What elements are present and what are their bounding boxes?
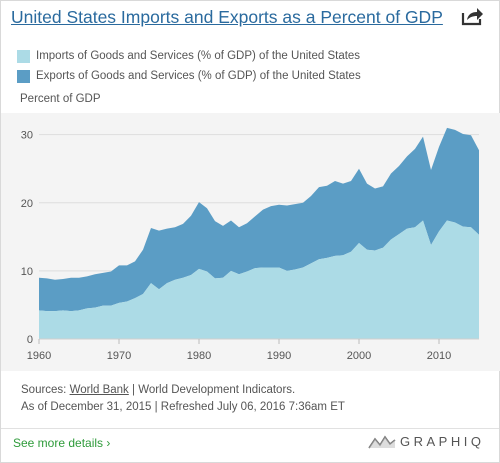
y-axis-label: Percent of GDP bbox=[20, 93, 101, 105]
x-tick-label-1980: 1980 bbox=[187, 350, 211, 362]
see-more-details-link[interactable]: See more details › bbox=[13, 436, 111, 450]
legend-item-exports[interactable]: Exports of Goods and Services (% of GDP)… bbox=[17, 66, 361, 86]
y-tick-label-30: 30 bbox=[21, 130, 33, 142]
legend-label-imports: Imports of Goods and Services (% of GDP)… bbox=[36, 50, 361, 62]
series-area-exports bbox=[39, 127, 479, 312]
x-tick-label-1990: 1990 bbox=[267, 350, 291, 362]
brand-name: GRAPHIQ bbox=[400, 434, 485, 449]
sources-prefix: Sources: bbox=[21, 384, 70, 396]
chart-svg: 0 10 20 30 1960 1970 1980 1990 2000 2010 bbox=[21, 127, 479, 362]
sources-line: Sources: World Bank | World Development … bbox=[21, 382, 345, 399]
share-icon[interactable] bbox=[461, 6, 485, 26]
x-tick-label-2000: 2000 bbox=[347, 350, 371, 362]
footer-divider bbox=[1, 428, 499, 429]
x-tick-label-2010: 2010 bbox=[427, 350, 451, 362]
y-tick-label-20: 20 bbox=[21, 198, 33, 210]
plot-area: 0 10 20 30 1960 1970 1980 1990 2000 2010 bbox=[1, 113, 500, 371]
legend-swatch-exports bbox=[17, 69, 30, 83]
chart-legend: Imports of Goods and Services (% of GDP)… bbox=[17, 46, 361, 86]
legend-item-imports[interactable]: Imports of Goods and Services (% of GDP)… bbox=[17, 46, 361, 66]
legend-label-exports: Exports of Goods and Services (% of GDP)… bbox=[36, 70, 361, 82]
x-tick-label-1970: 1970 bbox=[107, 350, 131, 362]
graphiq-logo-icon bbox=[368, 435, 396, 448]
x-tick-label-1960: 1960 bbox=[27, 350, 51, 362]
world-bank-link[interactable]: World Bank bbox=[69, 384, 129, 396]
y-tick-label-0: 0 bbox=[27, 334, 33, 346]
chart-title[interactable]: United States Imports and Exports as a P… bbox=[11, 7, 443, 27]
sources-suffix: | World Development Indicators. bbox=[128, 384, 296, 396]
y-tick-label-10: 10 bbox=[21, 266, 33, 278]
legend-swatch-imports bbox=[17, 49, 30, 63]
graphiq-brand[interactable]: GRAPHIQ bbox=[368, 434, 484, 449]
as-of-date: As of December 31, 2015 | Refreshed July… bbox=[21, 401, 345, 413]
sources-block: Sources: World Bank | World Development … bbox=[21, 382, 345, 416]
series-area-imports bbox=[39, 220, 479, 339]
